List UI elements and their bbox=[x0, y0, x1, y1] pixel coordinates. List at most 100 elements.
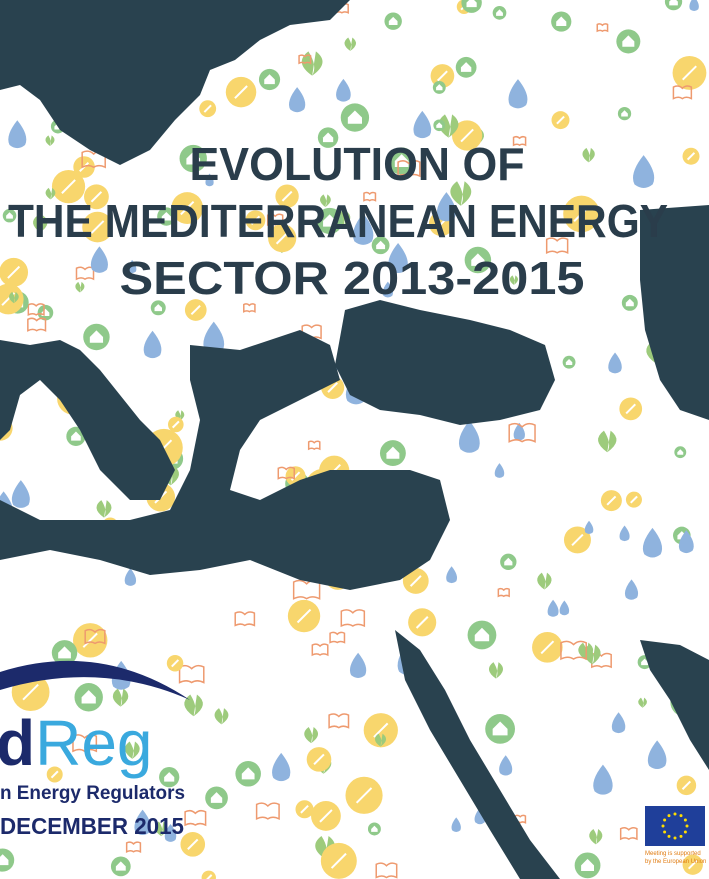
house-icon-mark bbox=[264, 74, 275, 85]
eu-star bbox=[661, 824, 665, 828]
house-icon-mark bbox=[492, 721, 508, 736]
eu-star bbox=[673, 836, 677, 840]
house-icon-mark bbox=[386, 446, 400, 459]
plug-icon bbox=[201, 870, 216, 879]
leaf-icon bbox=[33, 215, 48, 233]
plug-icon-mark bbox=[234, 85, 248, 99]
map-red-sea bbox=[395, 630, 560, 879]
house-icon-mark bbox=[471, 253, 485, 266]
leaf-icon bbox=[124, 741, 140, 759]
house-icon-mark bbox=[154, 304, 163, 312]
flame-icon bbox=[642, 527, 663, 558]
map-west-sea bbox=[0, 340, 175, 500]
flame-icon bbox=[446, 566, 458, 584]
house-icon-mark bbox=[388, 16, 398, 25]
leaf-icon bbox=[509, 275, 519, 285]
flame-icon bbox=[678, 530, 694, 554]
plug-icon-mark bbox=[436, 70, 448, 82]
leaf-icon bbox=[184, 694, 203, 717]
leaf-icon bbox=[583, 644, 601, 665]
plug-icon-mark bbox=[190, 304, 201, 316]
plug-icon-mark bbox=[250, 215, 261, 225]
book-icon bbox=[27, 317, 47, 332]
book-icon bbox=[84, 628, 106, 645]
leaf-icon bbox=[301, 51, 323, 76]
logo: dReg n Energy Regulators DECEMBER 2015 bbox=[0, 660, 190, 839]
date: DECEMBER 2015 bbox=[0, 813, 184, 839]
flame-icon bbox=[584, 520, 594, 534]
leaf-icon bbox=[96, 500, 112, 518]
house-icon-mark bbox=[556, 16, 567, 26]
house-icon-mark bbox=[504, 557, 513, 566]
flame-icon bbox=[352, 213, 374, 245]
house-icon-mark bbox=[0, 854, 9, 866]
house-icon-mark bbox=[115, 861, 126, 871]
plug-icon-mark bbox=[625, 403, 636, 415]
flame-icon bbox=[689, 0, 699, 12]
house-icon-mark bbox=[641, 658, 649, 666]
house-icon-mark bbox=[210, 792, 223, 803]
logo-tagline: n Energy Regulators bbox=[0, 783, 185, 804]
flame-icon bbox=[608, 352, 622, 374]
book-icon bbox=[234, 611, 256, 627]
leaf-icon bbox=[320, 194, 331, 208]
book-icon bbox=[298, 54, 312, 65]
eu-star bbox=[673, 812, 677, 816]
book-icon bbox=[277, 466, 295, 480]
book-icon bbox=[311, 643, 329, 657]
flame-icon bbox=[382, 281, 394, 298]
book-icon bbox=[340, 609, 366, 628]
plug-icon-mark bbox=[355, 787, 373, 804]
flame-icon bbox=[205, 173, 214, 187]
flame-icon bbox=[547, 599, 559, 617]
eu-note: by the European Union bbox=[645, 859, 706, 865]
plug-icon-mark bbox=[50, 770, 59, 779]
eu-star bbox=[667, 814, 671, 818]
house-icon-mark bbox=[371, 825, 378, 832]
eu-star bbox=[663, 830, 667, 834]
title-block: EVOLUTION OF THE MEDITERRANEAN ENERGY SE… bbox=[8, 138, 668, 304]
flame-icon bbox=[11, 480, 30, 508]
house-icon-mark bbox=[496, 9, 503, 16]
plug-icon-mark bbox=[409, 575, 422, 587]
plug-icon-mark bbox=[460, 128, 474, 143]
flame-icon bbox=[349, 652, 367, 678]
leaf-icon bbox=[154, 821, 168, 837]
logo-dark: d bbox=[0, 707, 35, 779]
plug-icon-mark bbox=[313, 753, 325, 766]
plug-icon-mark bbox=[90, 191, 103, 203]
plug-icon-mark bbox=[540, 640, 555, 655]
house-icon-mark bbox=[186, 151, 201, 165]
eu-star bbox=[667, 834, 671, 838]
eu-star bbox=[679, 834, 683, 838]
flame-icon bbox=[647, 740, 667, 770]
plug-icon-mark bbox=[281, 190, 293, 202]
plug-icon-mark bbox=[686, 152, 696, 161]
plug-icon-mark bbox=[206, 874, 213, 879]
plug-icon-mark bbox=[573, 205, 590, 222]
book-icon bbox=[672, 85, 693, 100]
book-icon bbox=[596, 23, 609, 33]
book-icon bbox=[560, 640, 587, 661]
house-icon-mark bbox=[71, 431, 81, 441]
plug-icon-mark bbox=[90, 220, 105, 234]
book-icon bbox=[512, 135, 527, 147]
flame-icon bbox=[624, 579, 639, 600]
leaf-icon bbox=[344, 37, 357, 51]
eu-note: Meeting is supported bbox=[645, 851, 701, 857]
plug-icon-mark bbox=[171, 420, 180, 429]
leaf-icon bbox=[438, 114, 459, 138]
title-line: EVOLUTION OF bbox=[190, 138, 525, 190]
leaf-icon bbox=[450, 181, 472, 206]
house-icon-mark bbox=[622, 35, 635, 47]
plug-icon-mark bbox=[290, 471, 301, 481]
house-icon-mark bbox=[669, 0, 678, 6]
plug-icon-mark bbox=[630, 495, 638, 504]
eu-star bbox=[679, 814, 683, 818]
flame-icon bbox=[127, 259, 137, 274]
flame-icon bbox=[272, 752, 291, 782]
book-icon bbox=[397, 160, 421, 178]
